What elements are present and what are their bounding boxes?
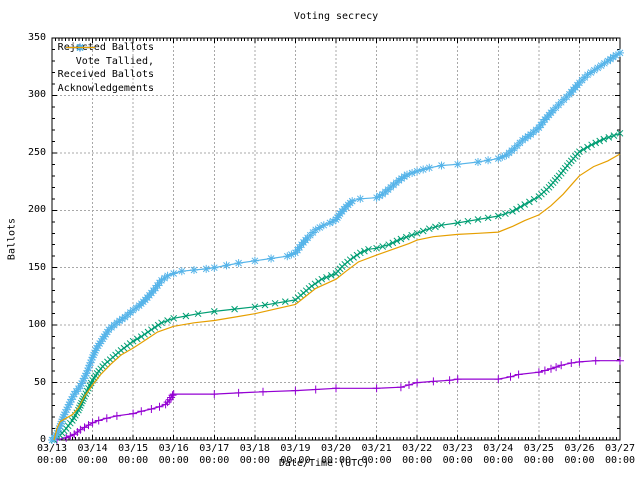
- y-tick-label: 150: [27, 261, 46, 273]
- x-tick-label-time: 00:00: [604, 455, 636, 466]
- y-tick-label: 0: [39, 434, 46, 445]
- x-tick-label-time: 00:00: [158, 455, 189, 466]
- legend-item-3: Acknowledgements: [57, 46, 154, 96]
- chart-title: Voting secrecy: [293, 11, 379, 22]
- legend-item-1: Vote Tallied,: [57, 44, 154, 69]
- x-tick-label-time: 00:00: [402, 455, 433, 466]
- x-tick-label-date: 03/26: [564, 443, 595, 454]
- cross-marker-icon: [50, 129, 624, 444]
- x-tick-label-time: 00:00: [523, 455, 554, 466]
- x-tick-label-date: 03/17: [199, 443, 230, 454]
- x-tick-label-date: 03/24: [483, 443, 514, 454]
- x-tick-label-time: 00:00: [320, 455, 352, 466]
- x-tick-label-date: 03/27: [604, 443, 636, 454]
- x-tick-label-time: 00:00: [442, 455, 473, 466]
- x-tick-label-date: 03/15: [118, 443, 149, 454]
- y-tick-label: 100: [27, 319, 46, 331]
- x-tick-label-time: 00:00: [361, 455, 392, 466]
- star-marker-icon: [48, 48, 624, 444]
- y-axis-label: Ballots: [6, 217, 18, 261]
- series-line-cross: [53, 132, 621, 441]
- x-tick-label-time: 00:00: [280, 455, 311, 466]
- x-tick-label-date: 03/23: [442, 443, 473, 454]
- series-line-plus: [56, 360, 620, 441]
- legend-label: Acknowledgements: [57, 82, 154, 94]
- plus-marker-icon: [52, 356, 624, 444]
- y-tick-label: 350: [27, 32, 46, 43]
- y-tick-label: 300: [27, 89, 46, 101]
- x-tick-label-date: 03/22: [402, 443, 433, 454]
- legend: Rejected Ballots Vote Tallied, Received Ba…: [57, 41, 154, 95]
- series-line-none: [53, 153, 621, 441]
- x-tick-label-date: 03/21: [361, 443, 392, 454]
- legend-label: Vote Tallied,: [75, 55, 154, 67]
- y-tick-label: 200: [27, 204, 46, 216]
- x-tick-label-date: 03/19: [280, 443, 311, 454]
- legend-item-2: Received Ballots: [57, 43, 154, 82]
- legend-line-sample: [66, 46, 95, 49]
- x-tick-label-date: 03/18: [239, 443, 270, 454]
- y-tick-label: 250: [27, 146, 46, 158]
- x-tick-label-date: 03/25: [523, 443, 554, 454]
- x-tick-label-date: 03/14: [77, 443, 108, 454]
- x-tick-label-time: 00:00: [36, 455, 68, 466]
- x-tick-label-time: 00:00: [239, 455, 270, 466]
- x-tick-label-time: 00:00: [118, 455, 149, 466]
- x-tick-label-time: 00:00: [564, 455, 595, 466]
- x-tick-label-date: 03/16: [158, 443, 189, 454]
- x-tick-label-date: 03/13: [36, 443, 68, 454]
- x-tick-label-time: 00:00: [483, 455, 514, 466]
- legend-label: Received Ballots: [57, 69, 154, 81]
- x-tick-label-date: 03/20: [320, 443, 352, 454]
- x-tick-label-time: 00:00: [77, 455, 108, 466]
- y-tick-label: 50: [33, 376, 46, 388]
- x-tick-label-time: 00:00: [199, 455, 230, 466]
- x-axis-label: Date/Time (UTC): [278, 458, 370, 469]
